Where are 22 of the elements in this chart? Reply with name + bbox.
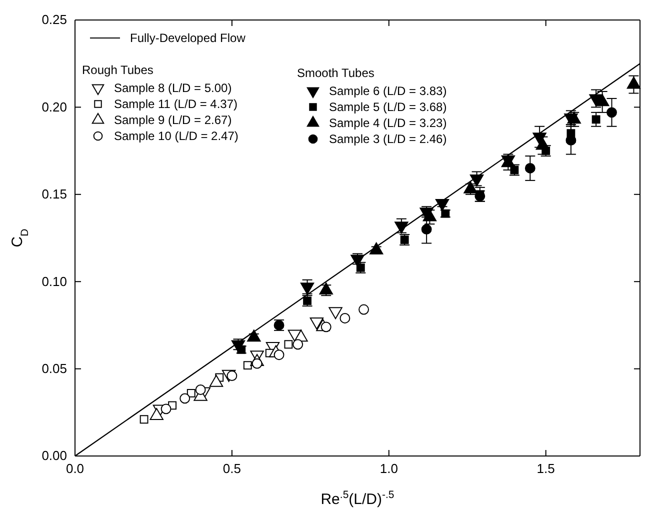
y-tick-label: 0.15 bbox=[42, 186, 67, 202]
x-tick-label: 0.0 bbox=[66, 461, 84, 476]
legend-label: Sample 10 (L/D = 2.47) bbox=[114, 129, 238, 143]
y-tick-label: 0.10 bbox=[42, 274, 67, 289]
annotation: Smooth Tubes bbox=[297, 66, 374, 80]
x-tick-label: 1.5 bbox=[536, 461, 555, 476]
legend-label: Sample 4 (L/D = 3.23) bbox=[329, 116, 447, 130]
y-tick-label: 0.00 bbox=[42, 448, 67, 464]
legend-label: Sample 11 (L/D = 4.37) bbox=[114, 97, 238, 111]
legend-label: Sample 8 (L/D = 5.00) bbox=[114, 81, 232, 95]
legend-label: Sample 5 (L/D = 3.68) bbox=[329, 100, 447, 114]
annotation: Rough Tubes bbox=[82, 63, 154, 77]
y-tick-label: 0.05 bbox=[42, 360, 67, 376]
legend-label: Sample 3 (L/D = 2.46) bbox=[329, 132, 447, 146]
y-tick-label: 0.25 bbox=[42, 12, 67, 28]
x-tick-label: 1.0 bbox=[380, 461, 398, 476]
x-tick-label: 0.5 bbox=[222, 461, 241, 476]
legend-label: Sample 6 (L/D = 3.83) bbox=[329, 84, 447, 98]
x-axis-title: Re$^{.5}$(L/D)$^{-.5}$ bbox=[320, 489, 394, 508]
legend-label: Sample 9 (L/D = 2.67) bbox=[114, 113, 232, 127]
legend-label: Fully-Developed Flow bbox=[130, 31, 246, 45]
y-tick-label: 0.20 bbox=[42, 99, 67, 114]
